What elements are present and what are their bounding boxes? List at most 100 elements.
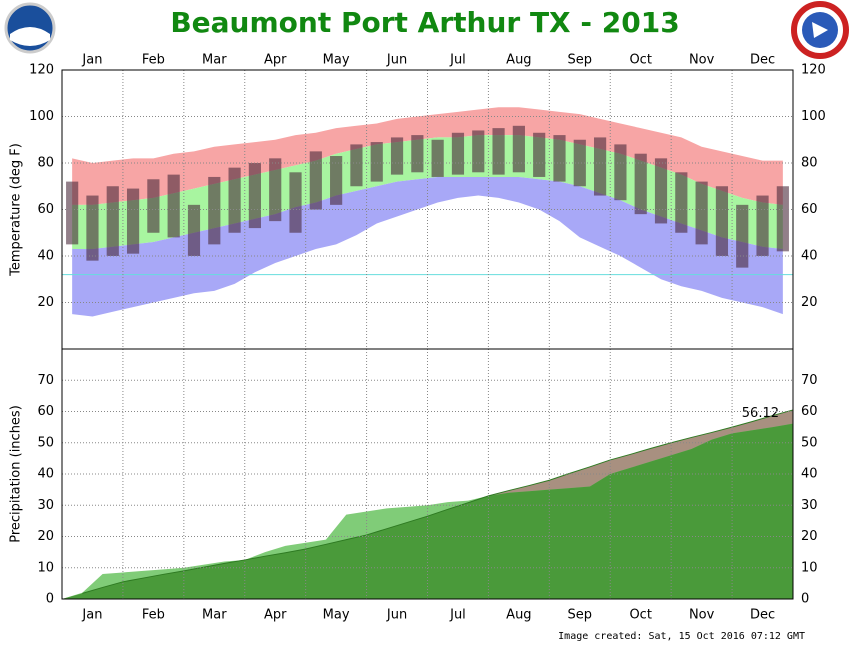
y-tick-label-right: 40: [801, 249, 818, 264]
nws-logo: [791, 1, 849, 59]
y-tick-label: 20: [37, 529, 54, 544]
total-annotation: 56.12: [742, 406, 779, 421]
month-label: Jul: [449, 53, 466, 68]
month-label: Sep: [568, 608, 593, 623]
observed-bar: [512, 125, 525, 173]
month-label: May: [323, 53, 350, 68]
y-tick-label: 70: [37, 373, 54, 388]
month-label: Jun: [386, 53, 407, 68]
observed-bar: [167, 174, 180, 238]
observed-bar: [573, 139, 586, 187]
month-label: Apr: [264, 608, 287, 623]
y-tick-label: 80: [37, 156, 54, 171]
observed-bar: [472, 130, 485, 173]
month-label: Aug: [506, 608, 531, 623]
observed-bar: [228, 167, 241, 233]
observed-bar: [350, 144, 363, 187]
y-tick-label-right: 20: [801, 529, 818, 544]
temperature-band: [72, 176, 783, 317]
y-axis-label: Precipitation (inches): [9, 405, 24, 543]
y-tick-label-right: 0: [801, 592, 809, 607]
observed-bar: [451, 132, 465, 175]
y-tick-label: 10: [37, 560, 54, 575]
noaa-logo: [4, 2, 56, 54]
overlap-area: [62, 423, 793, 599]
month-label: Oct: [629, 53, 651, 68]
observed-bar: [208, 176, 221, 245]
month-label: Oct: [629, 608, 651, 623]
observed-bar: [269, 158, 282, 222]
observed-bar: [776, 186, 789, 252]
y-tick-label: 100: [29, 109, 54, 124]
observed-bar: [756, 195, 769, 256]
y-tick-label: 60: [37, 202, 54, 217]
observed-bar: [675, 172, 688, 233]
observed-bar: [695, 181, 708, 245]
y-tick-label: 40: [37, 467, 54, 482]
y-axis-label: Temperature (deg F): [9, 143, 24, 277]
month-label: Mar: [202, 53, 227, 68]
plot-border: [61, 348, 794, 600]
y-tick-label-right: 50: [801, 435, 818, 450]
observed-bar: [654, 158, 668, 224]
month-label: Feb: [142, 608, 165, 623]
observed-bar: [533, 132, 546, 177]
observed-bar: [411, 135, 424, 173]
observed-bar: [390, 137, 404, 175]
observed-bar: [736, 204, 749, 268]
y-tick-label-right: 20: [801, 295, 818, 310]
observed-bar: [147, 179, 160, 233]
month-label: Jun: [386, 608, 407, 623]
month-label: Jul: [449, 608, 466, 623]
month-label: Sep: [568, 53, 593, 68]
y-tick-label-right: 10: [801, 560, 818, 575]
month-label: Feb: [142, 53, 165, 68]
y-tick-label: 30: [37, 498, 54, 513]
observed-bar: [614, 144, 627, 201]
chart-title: Beaumont Port Arthur TX - 2013: [170, 6, 679, 39]
month-label: Dec: [750, 608, 775, 623]
observed-bar: [330, 156, 343, 205]
observed-bar: [106, 186, 119, 256]
observed-bar: [248, 163, 261, 229]
month-label: Jan: [81, 608, 102, 623]
observed-bar: [715, 186, 729, 256]
y-tick-label: 120: [29, 63, 54, 78]
y-tick-label: 40: [37, 249, 54, 264]
observed-bar: [553, 135, 566, 182]
observed-bar: [86, 195, 99, 261]
observed-bar: [289, 172, 302, 233]
temperature-band: [72, 107, 783, 205]
y-tick-label-right: 30: [801, 498, 818, 513]
y-tick-label: 0: [46, 592, 54, 607]
y-tick-label: 20: [37, 295, 54, 310]
y-tick-label-right: 60: [801, 404, 818, 419]
observed-bar: [126, 188, 140, 254]
observed-bar: [634, 153, 647, 215]
observed-bar: [431, 139, 444, 177]
month-label: May: [323, 608, 350, 623]
y-tick-label-right: 100: [801, 109, 826, 124]
month-label: Mar: [202, 608, 227, 623]
y-tick-label: 50: [37, 435, 54, 450]
y-tick-label-right: 40: [801, 467, 818, 482]
observed-bar: [187, 204, 201, 256]
month-label: Apr: [264, 53, 287, 68]
observed-bar: [309, 151, 322, 210]
observed-bar: [492, 128, 505, 175]
month-label: Nov: [689, 53, 715, 68]
month-label: Nov: [689, 608, 715, 623]
month-label: Aug: [506, 53, 531, 68]
month-label: Jan: [81, 53, 102, 68]
observed-bar: [594, 137, 607, 196]
y-tick-label-right: 60: [801, 202, 818, 217]
month-label: Dec: [750, 53, 775, 68]
y-tick-label-right: 120: [801, 63, 826, 78]
y-tick-label-right: 80: [801, 156, 818, 171]
y-tick-label: 60: [37, 404, 54, 419]
footer: Image created: Sat, 15 Oct 2016 07:12 GM…: [558, 631, 805, 642]
observed-bar: [370, 142, 383, 182]
observed-bar: [66, 181, 79, 245]
y-tick-label-right: 70: [801, 373, 818, 388]
